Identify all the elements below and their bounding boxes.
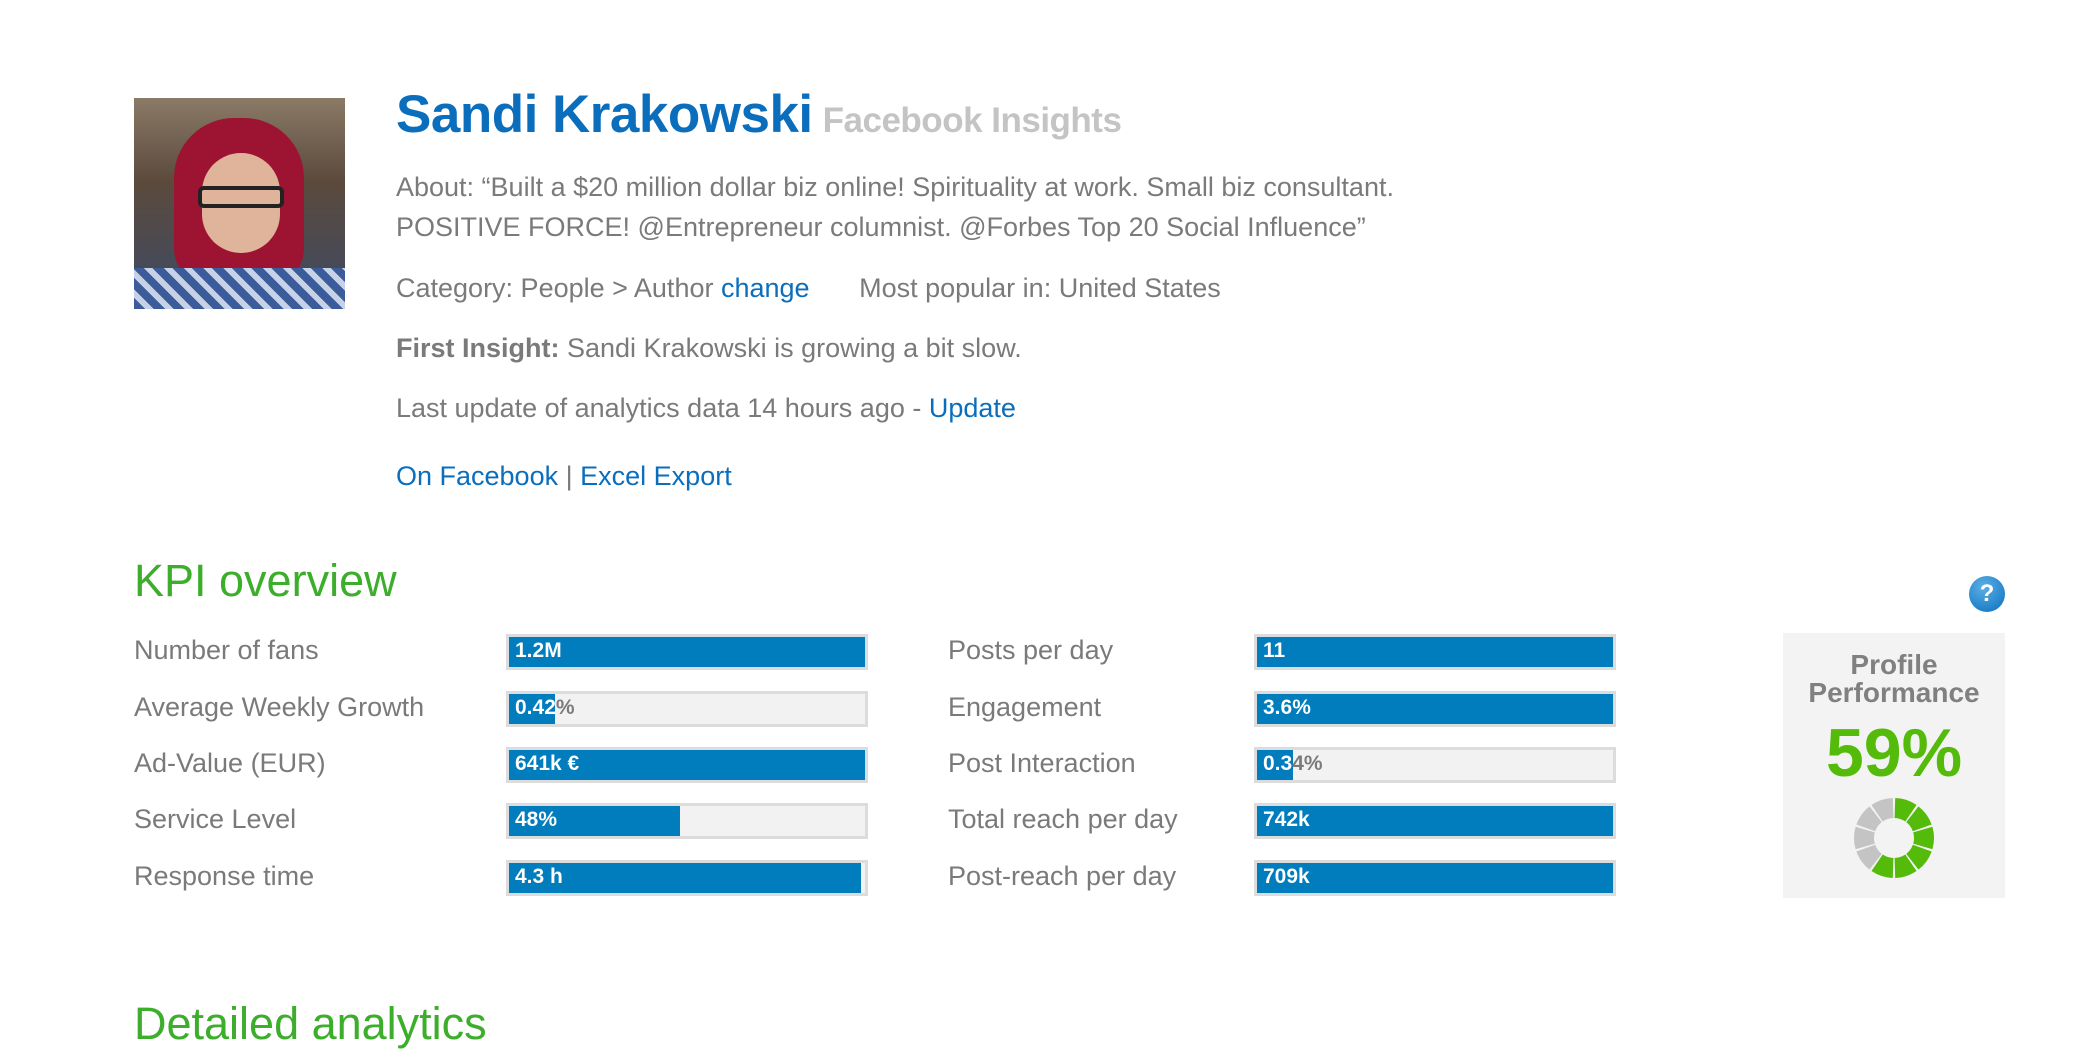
kpi-bar: 742k — [1254, 803, 1616, 839]
kpi-label: Post-reach per day — [948, 861, 1177, 891]
category-row: Category: People > Author change Most po… — [396, 273, 1221, 304]
profile-avatar — [134, 98, 345, 309]
donut-segment — [1856, 844, 1882, 870]
about-line-2: POSITIVE FORCE! @Entrepreneur columnist.… — [396, 212, 1366, 242]
page-subtitle: Facebook Insights — [822, 101, 1122, 140]
kpi-bar: 4.3 h — [506, 860, 868, 896]
kpi-label: Posts per day — [948, 635, 1114, 665]
kpi-bar: 1.2M — [506, 634, 868, 670]
performance-donut-icon — [1853, 798, 1935, 878]
kpi-bar-fill — [509, 637, 865, 667]
donut-segment — [1894, 854, 1917, 878]
kpi-bar-fill — [1257, 750, 1293, 780]
kpi-bar: 11 — [1254, 634, 1616, 670]
kpi-value: 641k € — [515, 752, 580, 775]
donut-segment — [1853, 826, 1875, 850]
kpi-bar: 3.6% — [1254, 691, 1616, 727]
most-popular-label: Most popular in: United States — [859, 273, 1221, 303]
kpi-value: 1.2M — [515, 639, 562, 662]
last-update-text: Last update of analytics data 14 hours a… — [396, 393, 929, 423]
on-facebook-link[interactable]: On Facebook — [396, 461, 559, 491]
donut-segment — [1856, 806, 1882, 832]
donut-segment — [1906, 844, 1932, 870]
about-line-1: About: “Built a $20 million dollar biz o… — [396, 172, 1394, 202]
excel-export-link[interactable]: Excel Export — [580, 461, 732, 491]
kpi-bar-fill — [509, 806, 680, 836]
change-category-link[interactable]: change — [720, 273, 810, 303]
profile-name: Sandi Krakowski — [396, 85, 813, 144]
first-insight: First Insight: Sandi Krakowski is growin… — [396, 333, 1022, 364]
first-insight-label: First Insight: — [396, 333, 560, 363]
kpi-value: 742k — [1263, 808, 1310, 831]
kpi-overview-heading: KPI overview — [134, 555, 397, 606]
kpi-bar-fill — [509, 750, 865, 780]
kpi-bar-fill — [509, 863, 862, 893]
update-link[interactable]: Update — [928, 393, 1016, 423]
kpi-value: 3.6% — [1263, 696, 1311, 719]
kpi-label: Response time — [134, 861, 315, 891]
donut-segment — [1871, 798, 1894, 822]
question-circle-icon[interactable]: ? — [1969, 576, 2005, 612]
kpi-bar: 0.42% — [506, 691, 868, 727]
kpi-label: Service Level — [134, 804, 297, 834]
kpi-value: 0.42% — [515, 696, 575, 719]
kpi-label: Engagement — [948, 692, 1102, 722]
kpi-label: Average Weekly Growth — [134, 692, 425, 722]
kpi-value: 0.34% — [1263, 752, 1323, 775]
kpi-value: 11 — [1263, 639, 1286, 662]
last-update: Last update of analytics data 14 hours a… — [396, 393, 1016, 424]
donut-segment — [1906, 806, 1932, 832]
kpi-value: 48% — [515, 808, 558, 831]
page-title: Sandi Krakowski Facebook Insights — [396, 84, 1122, 145]
kpi-label: Post Interaction — [948, 748, 1136, 778]
kpi-bar-fill — [1257, 694, 1613, 724]
kpi-value: 4.3 h — [515, 865, 563, 888]
kpi-bar: 641k € — [506, 747, 868, 783]
profile-links: On Facebook | Excel Export — [396, 461, 732, 492]
profile-performance-card: Profile Performance 59% — [1783, 633, 2005, 898]
kpi-bar: 709k — [1254, 860, 1616, 896]
first-insight-text: Sandi Krakowski is growing a bit slow. — [559, 333, 1022, 363]
detailed-analytics-heading: Detailed analytics — [134, 998, 487, 1049]
link-separator: | — [565, 461, 573, 491]
donut-segment — [1871, 854, 1894, 878]
category-label: Category: People > Author — [396, 273, 714, 303]
kpi-bar-fill — [509, 694, 556, 724]
donut-segment — [1913, 826, 1935, 850]
kpi-bar-fill — [1257, 637, 1613, 667]
kpi-bar-fill — [1257, 806, 1613, 836]
kpi-label: Number of fans — [134, 635, 319, 665]
donut-segment — [1894, 798, 1917, 822]
performance-title-line1: Profile — [1850, 649, 1938, 680]
kpi-bar: 48% — [506, 803, 868, 839]
kpi-label: Total reach per day — [948, 804, 1178, 834]
performance-title-line2: Performance — [1808, 677, 1980, 708]
kpi-value: 709k — [1263, 865, 1310, 888]
kpi-bar-fill — [1257, 863, 1613, 893]
kpi-bar: 0.34% — [1254, 747, 1616, 783]
performance-value: 59% — [1825, 715, 1963, 791]
kpi-label: Ad-Value (EUR) — [134, 748, 326, 778]
